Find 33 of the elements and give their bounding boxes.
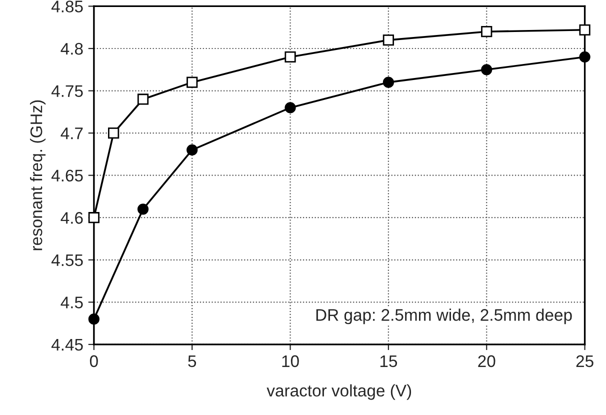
point	[481, 26, 492, 38]
point	[382, 76, 394, 88]
point	[284, 51, 296, 63]
point	[88, 314, 100, 325]
x-tick-label: 5	[188, 355, 196, 368]
y-tick-label: 4.45	[51, 339, 83, 351]
point	[284, 102, 296, 114]
point	[137, 94, 149, 105]
y-tick-label: 4.55	[51, 254, 83, 266]
point	[137, 204, 149, 215]
x-axis-title: varactor voltage (V)	[266, 384, 412, 400]
point	[382, 34, 394, 46]
x-tick-label: 15	[380, 355, 398, 368]
point	[108, 128, 120, 139]
y-tick-label: 4.7	[60, 128, 83, 140]
x-tick-label: 20	[478, 355, 496, 368]
annotation: DR gap: 2.5mm wide, 2.5mm deep	[316, 308, 572, 324]
y-tick-label: 4.85	[51, 0, 83, 12]
point	[186, 76, 198, 88]
x-tick-label: 10	[282, 355, 299, 368]
x-tick-label: 0	[90, 355, 98, 368]
y-tick-label: 4.6	[60, 212, 83, 224]
y-tick-label: 4.75	[51, 85, 83, 97]
point	[481, 64, 492, 76]
x-tick-label: 25	[576, 355, 594, 368]
y-tick-label: 4.5	[60, 296, 83, 308]
y-tick-label: 4.8	[60, 42, 83, 55]
point	[186, 144, 198, 156]
y-tick-label: 4.65	[51, 170, 83, 182]
point	[579, 51, 590, 63]
point	[579, 24, 590, 36]
y-axis-title: resonant freq. (GHz)	[30, 100, 46, 250]
point	[88, 212, 100, 224]
